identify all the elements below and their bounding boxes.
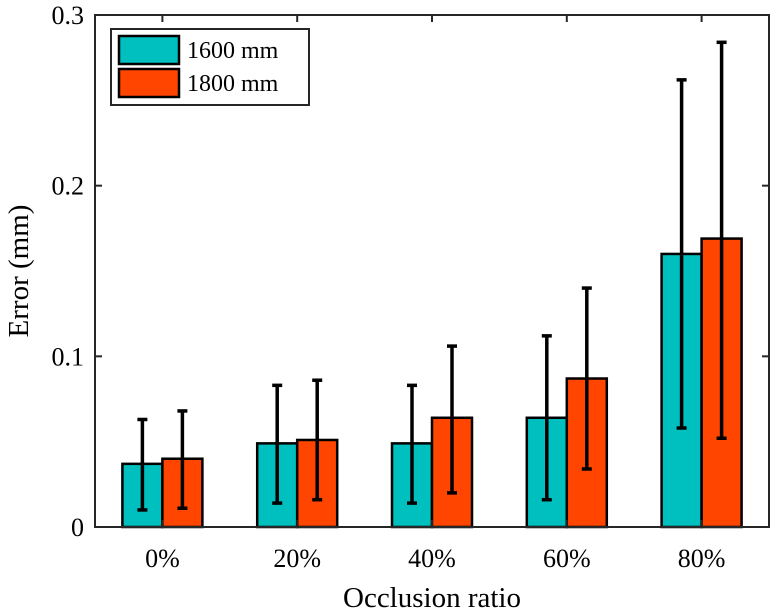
x-axis-label: Occlusion ratio bbox=[343, 582, 521, 614]
x-tick-label: 80% bbox=[678, 544, 726, 573]
x-tick-label: 60% bbox=[543, 544, 591, 573]
x-tick-label: 0% bbox=[145, 544, 180, 573]
y-tick-label: 0.2 bbox=[52, 172, 85, 201]
error-bars-layer bbox=[137, 40, 727, 512]
legend-swatch bbox=[117, 34, 181, 66]
legend: 1600 mm 1800 mm bbox=[110, 28, 310, 106]
bars-layer bbox=[121, 237, 743, 529]
x-tick-label: 20% bbox=[273, 544, 321, 573]
legend-label: 1600 mm bbox=[187, 38, 279, 64]
ticks-layer: 0% 20% 40% 60% 80% 0 0.1 0.2 0.3 bbox=[52, 1, 769, 573]
y-axis-label: Error (mm) bbox=[3, 205, 35, 338]
legend-label: 1800 mm bbox=[187, 71, 279, 97]
y-tick-label: 0.3 bbox=[52, 1, 85, 30]
y-tick-label: 0.1 bbox=[52, 342, 85, 371]
x-tick-label: 40% bbox=[408, 544, 456, 573]
y-tick-label: 0 bbox=[71, 513, 84, 542]
legend-swatch bbox=[117, 67, 181, 99]
